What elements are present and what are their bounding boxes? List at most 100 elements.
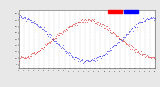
Point <box>135 49 137 50</box>
Point <box>98 23 101 25</box>
Point <box>36 51 39 52</box>
Point <box>139 53 141 54</box>
Point <box>61 31 64 33</box>
Point <box>48 33 51 34</box>
Point <box>76 58 79 59</box>
Point <box>60 33 63 34</box>
Point <box>62 47 64 49</box>
Point <box>122 40 125 41</box>
Point <box>128 44 131 45</box>
Point <box>145 18 147 19</box>
Point <box>67 26 69 27</box>
Point <box>21 56 24 58</box>
Point <box>104 27 106 29</box>
Point <box>152 17 155 19</box>
Point <box>89 19 91 21</box>
Point <box>73 56 76 57</box>
Point <box>122 36 125 37</box>
Point <box>24 18 27 19</box>
Point <box>44 31 47 32</box>
Point <box>34 53 36 54</box>
Point <box>95 22 97 23</box>
Point <box>27 56 30 58</box>
Point <box>142 53 144 55</box>
Point <box>29 21 32 22</box>
Point <box>35 24 37 25</box>
Point <box>79 60 81 62</box>
Point <box>149 16 152 18</box>
Point <box>143 54 146 55</box>
Point <box>80 21 83 23</box>
Point <box>149 56 151 58</box>
Point <box>118 38 121 40</box>
Point <box>131 48 134 49</box>
Point <box>78 59 80 60</box>
Point <box>135 24 137 25</box>
Point <box>120 39 122 40</box>
Point <box>134 27 137 28</box>
Point <box>84 60 87 62</box>
Point <box>35 52 37 54</box>
Point <box>114 33 116 34</box>
Point <box>95 21 98 22</box>
Point <box>32 52 34 54</box>
Point <box>56 43 58 44</box>
Point <box>99 55 102 57</box>
Point <box>133 26 135 27</box>
Point <box>97 56 100 57</box>
Point <box>93 58 96 59</box>
Point <box>121 40 124 41</box>
Point <box>83 61 86 62</box>
Point <box>125 33 128 35</box>
Point <box>134 51 137 53</box>
Point <box>103 54 106 55</box>
Point <box>114 44 117 45</box>
Point <box>47 36 49 37</box>
Point <box>147 18 150 19</box>
Point <box>59 46 61 47</box>
Point <box>125 43 128 44</box>
Point <box>130 28 132 29</box>
Point <box>104 52 107 54</box>
Point <box>24 56 27 58</box>
Point <box>55 37 58 39</box>
Point <box>115 35 118 37</box>
Point <box>50 40 52 41</box>
Point <box>27 19 30 20</box>
Point <box>60 32 62 34</box>
Point <box>140 50 142 52</box>
Point <box>148 57 150 58</box>
Point <box>72 56 74 58</box>
Point <box>76 22 79 23</box>
Point <box>140 21 142 23</box>
Point <box>32 21 34 23</box>
Point <box>150 17 153 18</box>
Point <box>25 57 28 58</box>
Point <box>108 31 111 32</box>
Point <box>36 24 39 26</box>
Point <box>51 38 53 40</box>
Point <box>57 44 60 45</box>
Point <box>89 60 91 62</box>
Point <box>64 28 67 29</box>
Bar <box>124 10 138 13</box>
Point <box>19 57 21 58</box>
Point <box>74 22 77 23</box>
Point <box>67 25 70 27</box>
Point <box>73 58 75 60</box>
Point <box>68 54 71 56</box>
Point <box>35 24 38 25</box>
Point <box>117 42 120 43</box>
Point <box>56 33 58 35</box>
Point <box>153 19 156 20</box>
Point <box>112 31 115 33</box>
Point <box>128 31 131 33</box>
Point <box>20 15 23 17</box>
Point <box>46 43 49 45</box>
Point <box>70 26 72 27</box>
Point <box>136 26 138 27</box>
Point <box>123 36 125 37</box>
Point <box>23 16 26 18</box>
Point <box>136 51 138 53</box>
Point <box>147 57 150 58</box>
